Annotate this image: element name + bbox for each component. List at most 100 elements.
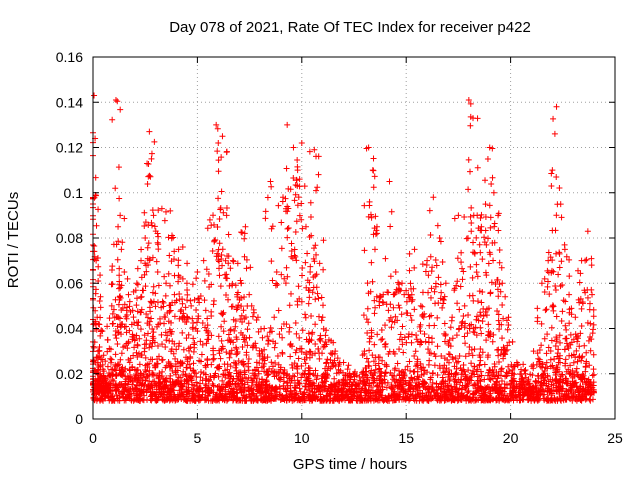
- cluster-point: [473, 261, 480, 268]
- cluster-point: [166, 302, 173, 309]
- cluster-point: [468, 346, 475, 353]
- cluster-point: [557, 339, 564, 346]
- cluster-point: [291, 197, 298, 204]
- x-tick-label: 5: [194, 430, 202, 446]
- cluster-point: [175, 278, 182, 285]
- cluster-point: [174, 358, 181, 365]
- cluster-point: [173, 346, 180, 353]
- cluster-point: [299, 272, 306, 279]
- cluster-point: [556, 332, 563, 339]
- cluster-point: [144, 181, 151, 188]
- data-point: [121, 268, 128, 275]
- cluster-point: [432, 300, 439, 307]
- cluster-point: [159, 356, 166, 363]
- cluster-point: [219, 246, 226, 253]
- cluster-point: [487, 330, 494, 337]
- baseline-point: [570, 393, 577, 400]
- baseline-point: [132, 396, 139, 403]
- cluster-point: [95, 371, 102, 378]
- cluster-point: [353, 382, 360, 389]
- cluster-point: [583, 256, 590, 263]
- cluster-point: [130, 314, 137, 321]
- cluster-point: [151, 339, 158, 346]
- cluster-point: [277, 376, 284, 383]
- cluster-point: [500, 344, 507, 351]
- data-point: [175, 246, 182, 253]
- cluster-point: [552, 227, 559, 234]
- cluster-point: [255, 328, 262, 335]
- cluster-point: [426, 207, 433, 214]
- cluster-point: [255, 368, 262, 375]
- cluster-point: [271, 344, 278, 351]
- cluster-point: [222, 257, 229, 264]
- cluster-point: [501, 346, 508, 353]
- baseline-point: [312, 367, 319, 374]
- cluster-point: [473, 269, 480, 276]
- cluster-point: [287, 382, 294, 389]
- cluster-point: [397, 379, 404, 386]
- cluster-point: [291, 246, 298, 253]
- cluster-point: [146, 383, 153, 390]
- cluster-point: [558, 318, 565, 325]
- cluster-point: [552, 286, 559, 293]
- cluster-point: [524, 380, 531, 387]
- cluster-point: [415, 374, 422, 381]
- cluster-point: [310, 255, 317, 262]
- baseline-point: [447, 376, 454, 383]
- baseline-point: [312, 392, 319, 399]
- baseline-point: [184, 397, 191, 404]
- cluster-point: [590, 366, 597, 373]
- cluster-point: [392, 289, 399, 296]
- cluster-point: [225, 231, 232, 238]
- cluster-point: [162, 208, 169, 215]
- cluster-point: [561, 346, 568, 353]
- cluster-point: [184, 314, 191, 321]
- cluster-point: [167, 372, 174, 379]
- cluster-point: [582, 257, 589, 264]
- cluster-point: [125, 339, 132, 346]
- cluster-point: [223, 149, 230, 156]
- cluster-point: [305, 330, 312, 337]
- baseline-point: [578, 397, 585, 404]
- cluster-point: [117, 284, 124, 291]
- cluster-point: [288, 361, 295, 368]
- cluster-point: [116, 296, 123, 303]
- cluster-point: [568, 311, 575, 318]
- data-point: [273, 268, 280, 275]
- cluster-point: [490, 331, 497, 338]
- baseline-point: [301, 397, 308, 404]
- cluster-point: [244, 326, 251, 333]
- cluster-point: [167, 386, 174, 393]
- cluster-point: [284, 371, 291, 378]
- cluster-point: [567, 387, 574, 394]
- cluster-point: [422, 268, 429, 275]
- cluster-point: [542, 382, 549, 389]
- cluster-point: [456, 352, 463, 359]
- baseline-point: [590, 371, 597, 378]
- cluster-point: [465, 312, 472, 319]
- cluster-point: [155, 375, 162, 382]
- baseline-point: [148, 397, 155, 404]
- cluster-point: [166, 326, 173, 333]
- cluster-point: [468, 228, 475, 235]
- cluster-point: [133, 349, 140, 356]
- cluster-point: [365, 359, 372, 366]
- cluster-point: [576, 279, 583, 286]
- cluster-point: [118, 306, 125, 313]
- cluster-point: [273, 385, 280, 392]
- cluster-point: [387, 301, 394, 308]
- cluster-point: [413, 332, 420, 339]
- cluster-point: [318, 317, 325, 324]
- cluster-point: [548, 324, 555, 331]
- cluster-point: [189, 315, 196, 322]
- data-point: [522, 370, 529, 377]
- cluster-point: [241, 381, 248, 388]
- cluster-point: [291, 379, 298, 386]
- cluster-point: [143, 268, 150, 275]
- cluster-point: [335, 363, 342, 370]
- cluster-point: [347, 376, 354, 383]
- cluster-point: [268, 359, 275, 366]
- baseline-point: [420, 384, 427, 391]
- baseline-point: [432, 392, 439, 399]
- baseline-point: [444, 396, 451, 403]
